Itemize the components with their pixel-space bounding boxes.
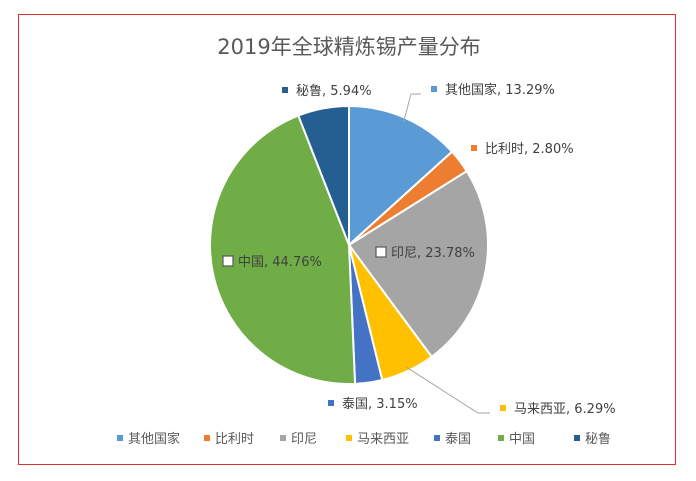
data-label-marker-6 bbox=[222, 255, 234, 267]
data-label-marker-3 bbox=[375, 246, 387, 258]
legend-swatch-1 bbox=[117, 435, 123, 441]
data-label-marker-4 bbox=[500, 405, 506, 411]
legend-swatch-7 bbox=[574, 435, 580, 441]
legend: 其他国家 比利时 印尼 马来西亚 泰国 中国 秘鲁 bbox=[117, 431, 611, 447]
chart-title: 2019年全球精炼锡产量分布 bbox=[217, 35, 480, 59]
legend-swatch-5 bbox=[434, 435, 440, 441]
legend-swatch-6 bbox=[498, 435, 504, 441]
data-label-3: 印尼, 23.78% bbox=[391, 246, 475, 261]
pie-slice-3 bbox=[347, 169, 489, 359]
data-label-7: 秘鲁, 5.94% bbox=[296, 84, 372, 99]
leader-line-4 bbox=[406, 366, 490, 414]
legend-swatch-2 bbox=[204, 435, 210, 441]
data-label-4: 马来西亚, 6.29% bbox=[514, 402, 616, 417]
leader-line-1 bbox=[403, 93, 421, 122]
data-label-marker-2 bbox=[471, 145, 477, 151]
data-label-marker-1 bbox=[431, 86, 437, 92]
data-label-marker-5 bbox=[328, 400, 334, 406]
legend-label-5: 泰国 bbox=[445, 432, 471, 447]
legend-swatch-4 bbox=[346, 435, 352, 441]
legend-swatch-3 bbox=[280, 435, 286, 441]
legend-label-7: 秘鲁 bbox=[585, 432, 611, 447]
leader-lines bbox=[403, 93, 490, 414]
pie-slice-7 bbox=[297, 104, 350, 246]
legend-label-2: 比利时 bbox=[215, 432, 254, 447]
legend-label-3: 印尼 bbox=[291, 432, 317, 447]
data-label-1: 其他国家, 13.29% bbox=[445, 82, 555, 98]
data-label-5: 泰国, 3.15% bbox=[342, 397, 418, 412]
pie-slices bbox=[208, 104, 489, 385]
data-label-marker-7 bbox=[282, 87, 288, 93]
pie-slice-1 bbox=[348, 104, 454, 248]
legend-label-6: 中国 bbox=[509, 432, 535, 447]
pie-slice-6 bbox=[208, 114, 357, 385]
data-labels: 其他国家, 13.29% 比利时, 2.80% 印尼, 23.78% 马来西亚, 6.… bbox=[222, 82, 616, 417]
data-label-6: 中国, 44.76% bbox=[238, 255, 322, 270]
legend-label-1: 其他国家 bbox=[128, 431, 180, 447]
legend-label-4: 马来西亚 bbox=[357, 432, 409, 447]
data-label-2: 比利时, 2.80% bbox=[485, 142, 574, 157]
